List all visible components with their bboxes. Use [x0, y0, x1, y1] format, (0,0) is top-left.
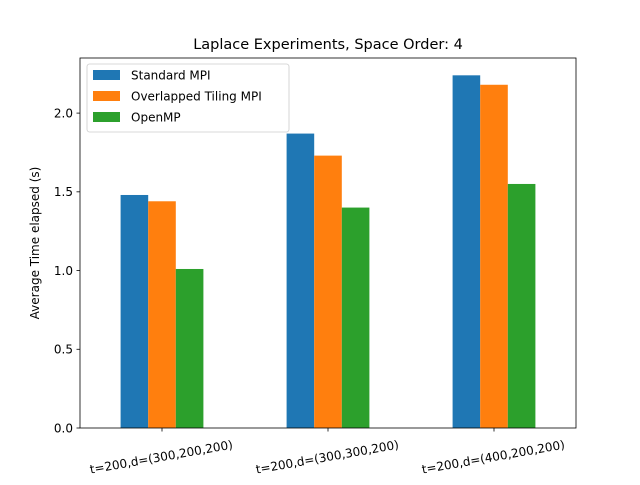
y-tick-label: 0.5 — [54, 343, 73, 357]
legend-label: Standard MPI — [131, 69, 211, 83]
bar-openmp-1 — [175, 268, 204, 428]
legend-label: Overlapped Tiling MPI — [131, 90, 262, 104]
bar-overlapped-tiling-mpi-1 — [148, 201, 176, 428]
bar-standard-mpi-2 — [286, 133, 315, 428]
bar-openmp-2 — [341, 207, 370, 428]
legend-swatch — [93, 91, 120, 101]
bar-openmp-3 — [507, 183, 536, 428]
legend-box — [86, 63, 290, 133]
bar-overlapped-tiling-mpi-2 — [314, 155, 342, 429]
legend-swatch — [93, 112, 120, 122]
y-tick-label: 1.0 — [54, 264, 73, 278]
y-tick-label: 0.0 — [54, 421, 73, 435]
y-tick-label: 1.5 — [54, 185, 73, 199]
legend-swatch — [93, 70, 120, 80]
y-tick-label: 2.0 — [54, 106, 73, 120]
y-axis: 0.0 0.5 1.0 1.5 2.0 — [54, 106, 80, 435]
bar-standard-mpi-1 — [120, 194, 149, 428]
legend-label: OpenMP — [131, 111, 181, 125]
bars-layer — [120, 75, 536, 429]
bar-standard-mpi-3 — [452, 75, 481, 428]
y-axis-label: Average Time elapsed (s) — [28, 167, 42, 320]
bar-overlapped-tiling-mpi-3 — [480, 84, 508, 428]
legend: Standard MPI Overlapped Tiling MPI OpenMP — [86, 63, 290, 133]
chart-title: Laplace Experiments, Space Order: 4 — [193, 37, 463, 53]
